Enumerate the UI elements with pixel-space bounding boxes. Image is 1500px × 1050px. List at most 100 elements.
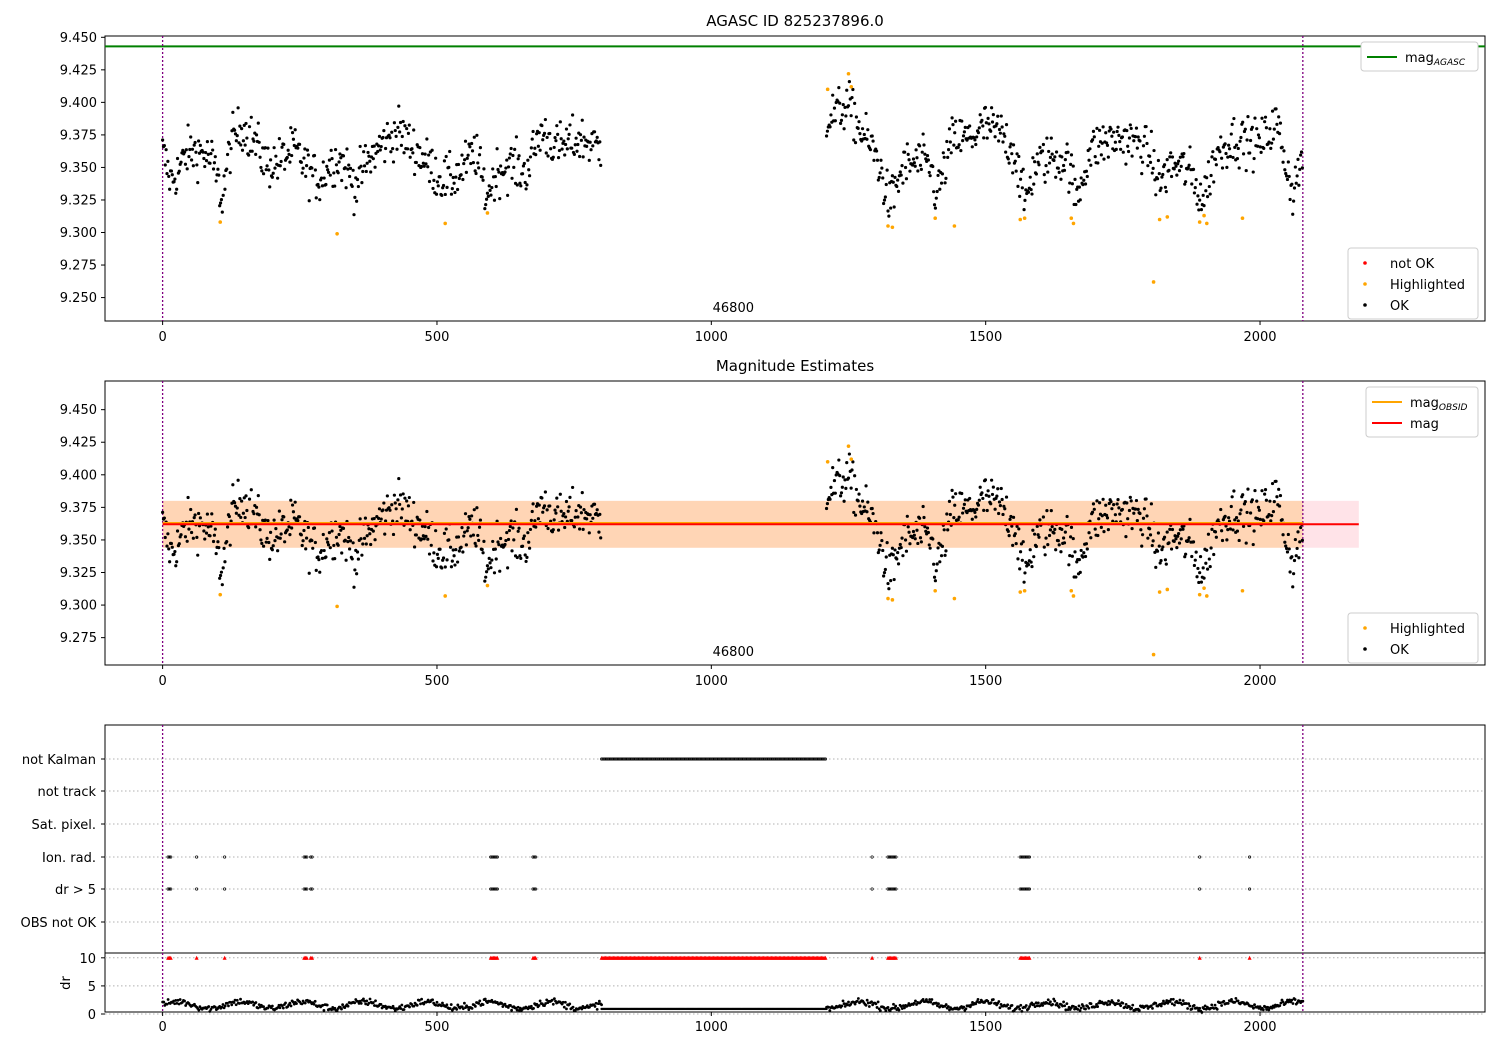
dr-point [535,1002,539,1006]
panel2-ok-point [1120,507,1125,512]
dr-point [516,1005,520,1009]
panel1-ok-point [824,134,829,138]
panel2-ok-point [1099,525,1103,529]
dr-point [538,999,542,1003]
panel1-ok-point [434,192,439,196]
panel1-ok-point [1238,139,1242,143]
panel2-ok-point [1021,540,1025,544]
panel1-ok-point [1096,161,1100,165]
panel1-ok-point [946,155,950,160]
dr-point [358,999,362,1003]
panel2-ok-point [445,558,449,562]
panel1-ok-point [524,187,528,191]
panel2-ok-point [1284,546,1289,551]
panel1-ok-point [1062,168,1067,172]
panel2-ok-point [568,495,572,499]
panel2-ok-point [940,544,945,548]
panel2-ok-point [921,504,925,509]
panel1-ok-point [205,140,209,144]
panel1-ok-point [970,145,974,149]
panel3-flag-point [167,887,171,891]
panel2-ok-point [878,543,882,547]
panel2-ok-point [1199,580,1204,584]
panel2-ok-point [1056,539,1060,543]
panel2-ok-point [996,487,1000,491]
panel1-ok-point [364,169,368,174]
panel1-ok-point [899,173,903,177]
panel2-ok-point [1283,540,1287,544]
panel2-ok-point [175,560,179,564]
panel1-lower-legend-marker [1363,282,1367,286]
dr-point [866,1001,870,1005]
panel1-ok-point [421,161,425,165]
panel2-highlighted-point [1205,594,1209,598]
panel1-ok-point [973,138,977,142]
dr-point [1266,1005,1270,1009]
panel1-ok-point [161,138,165,142]
panel1-ok-point [174,191,178,195]
panel1-ok-point [220,210,224,214]
panel1-ok-point [997,127,1002,132]
panel1-ok-point [371,157,375,161]
panel2-ok-point [1015,524,1019,528]
panel2-ok-point [333,557,337,561]
panel1-ok-point [1011,171,1015,175]
panel2-ok-point [476,533,480,538]
dr-point [517,1009,521,1012]
dr-point [1019,1003,1023,1007]
panel1-ok-point [379,144,383,149]
panel1-ok-point [998,131,1002,135]
dr-point [1293,998,1297,1001]
panel2-ok-point [212,533,217,537]
panel1-highlighted-point [443,221,447,226]
panel1-ok-point [163,163,167,167]
panel1-ok-point [1030,192,1034,196]
panel2-ok-point [1214,535,1218,539]
panel2-ok-point [970,517,974,521]
dr-point [466,1005,470,1009]
panel1-ytick-label: 9.400 [60,96,97,111]
panel2-ok-point [1053,527,1057,531]
panel1-ok-point [464,170,468,174]
panel2-ok-point [947,499,952,503]
panel2-ok-point [273,539,277,543]
panel2-ok-point [1133,507,1138,511]
panel1-ok-point [932,190,936,194]
panel1-xtick-label: 2000 [1243,330,1276,345]
panel1-ok-point [1227,147,1232,151]
panel1-ok-point [520,172,525,176]
dr-point [855,999,859,1003]
panel1-ok-point [999,114,1003,118]
dr-ytick-label: 0 [88,1008,96,1023]
dr-point [245,1000,249,1003]
panel1-ok-point [353,195,357,199]
panel1-ok-point [1053,155,1057,159]
panel2-ok-point [1239,508,1243,512]
panel1-ok-point [346,167,350,171]
panel1-ok-point [1260,116,1264,120]
dr-point [588,1005,591,1009]
panel2-ok-point [465,529,469,533]
panel1-ok-point [1207,184,1211,189]
panel2-ok-point [997,511,1001,516]
panel1-ok-point [1036,160,1040,164]
panel1-ok-point [515,183,519,187]
panel1-ok-point [391,147,395,151]
panel2-ok-point [396,498,400,502]
panel1-ok-point [900,164,904,168]
panel2-ok-point [954,492,958,496]
panel1-ok-point [865,137,869,141]
panel1-ok-point [953,131,957,135]
dr-point [600,1003,603,1007]
panel1-ok-point [542,131,547,135]
panel1-ok-point [537,131,541,135]
dr-point [166,998,170,1001]
panel2-ok-point [170,545,174,549]
panel1-ok-point [1234,143,1239,147]
panel1-ok-point [212,161,217,165]
panel1-ok-point [336,171,340,175]
dr-point [1279,1001,1283,1005]
panel1-ok-point [1296,157,1300,161]
dr-xtick-label: 0 [158,1020,166,1035]
panel1-ok-point [1017,154,1021,159]
